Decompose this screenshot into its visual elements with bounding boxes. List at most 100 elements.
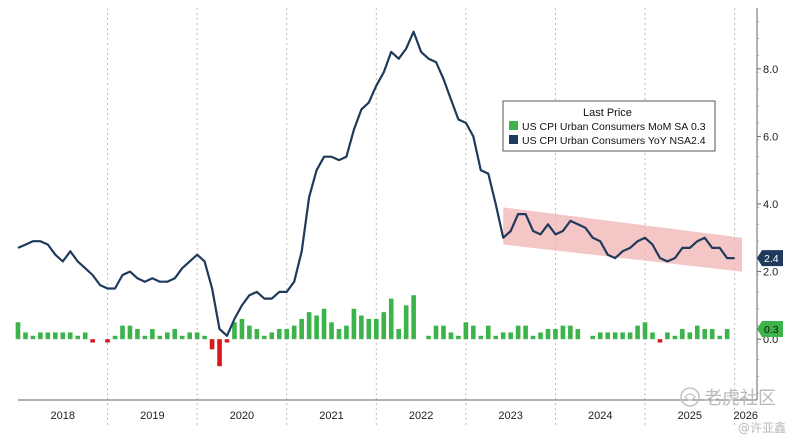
legend-value-mom: 0.3 <box>691 121 706 133</box>
mom-bar <box>15 322 21 340</box>
mom-bar <box>545 329 551 340</box>
last-value-tag-mom <box>757 321 783 338</box>
legend-title: Last Price <box>583 107 632 119</box>
mom-bar <box>687 332 693 340</box>
legend-box <box>502 100 716 152</box>
mom-bar <box>530 335 536 340</box>
mom-bar <box>724 329 730 340</box>
mom-bar <box>388 298 394 340</box>
mom-bar <box>650 332 655 340</box>
y-tick-label: 0.0 <box>763 334 778 346</box>
mom-bar <box>135 329 140 340</box>
mom-bar <box>657 339 663 343</box>
mom-bar <box>269 332 275 340</box>
mom-bar <box>553 329 558 340</box>
mom-bar <box>45 332 51 340</box>
mom-bar <box>396 329 402 340</box>
mom-bar <box>620 332 625 340</box>
watermark-author: @许亚鑫 <box>738 420 786 435</box>
x-tick-label: 2024 <box>588 410 612 422</box>
mom-bar <box>299 318 304 340</box>
mom-bar <box>321 308 327 340</box>
mom-bar <box>142 335 148 340</box>
last-value-tags: 2.4 0.3 <box>757 250 783 338</box>
mom-bar <box>612 332 618 340</box>
tiger-logo-icon <box>680 387 700 407</box>
mom-bar <box>590 335 596 340</box>
mom-bar <box>575 329 581 340</box>
mom-bar <box>463 322 469 340</box>
mom-bar <box>38 332 43 340</box>
mom-bar <box>344 325 349 340</box>
yoy-line <box>17 30 735 337</box>
mom-bar <box>202 335 207 340</box>
last-value-text-mom: 0.3 <box>764 324 779 336</box>
mom-bar <box>680 329 685 340</box>
y-tick-label: 8.0 <box>763 64 778 76</box>
mom-bar <box>187 332 193 340</box>
legend-label-yoy: US CPI Urban Consumers YoY NSA <box>522 135 691 147</box>
mom-bar <box>478 335 484 340</box>
mom-bar <box>150 329 155 340</box>
mom-bar <box>82 332 88 340</box>
mom-bar <box>597 332 603 340</box>
watermark-logo-text: 老虎社区 <box>704 388 776 409</box>
mom-bar <box>515 325 521 340</box>
mom-bar <box>694 325 700 340</box>
mom-bar <box>217 339 222 367</box>
mom-bar <box>105 339 110 343</box>
mom-bar <box>262 335 267 340</box>
mom-bar <box>373 318 379 340</box>
last-value-text-yoy: 2.4 <box>764 253 779 265</box>
y-tick-label: 4.0 <box>763 199 778 211</box>
mom-bar <box>247 325 252 340</box>
last-value-tag-yoy <box>757 250 783 267</box>
mom-bar <box>232 322 237 340</box>
mom-bar <box>75 335 81 340</box>
x-tick-label: 2021 <box>319 410 343 422</box>
mom-bar <box>508 332 513 340</box>
mom-bar <box>254 329 260 340</box>
mom-bar <box>224 339 230 343</box>
mom-bar <box>456 335 461 340</box>
mom-bar <box>717 335 722 340</box>
mom-bar <box>426 335 431 340</box>
mom-bar <box>359 315 364 340</box>
mom-bar <box>485 325 491 340</box>
legend-label-mom: US CPI Urban Consumers MoM SA <box>522 121 688 133</box>
mom-bar <box>403 305 409 340</box>
mom-bar <box>627 332 633 340</box>
mom-bar <box>560 325 566 340</box>
mom-bar <box>291 325 297 340</box>
mom-bar <box>448 332 454 340</box>
mom-bar <box>30 335 36 340</box>
mom-bar <box>702 329 708 340</box>
mom-bar <box>314 315 319 340</box>
mom-bar <box>60 332 66 340</box>
mom-bar <box>605 332 611 340</box>
x-tick-label: 2023 <box>498 410 522 422</box>
mom-bar <box>642 322 648 340</box>
mom-bar <box>635 325 640 340</box>
x-tick-label: 2026 <box>734 410 758 422</box>
x-tick-label: 2020 <box>230 410 254 422</box>
mom-bar <box>381 312 387 340</box>
mom-bar <box>411 295 416 340</box>
legend-swatch-yoy <box>509 135 518 144</box>
mom-bar <box>336 329 342 340</box>
mom-bar <box>351 308 357 340</box>
mom-bar <box>366 318 372 340</box>
highlight-band <box>503 207 743 272</box>
x-tick-label: 2022 <box>409 410 433 422</box>
axes: 2018 2019 2020 2021 2022 2023 2024 2025 2026 0.0 2… <box>18 8 778 422</box>
mom-bar <box>493 335 499 340</box>
mom-bar <box>709 329 715 340</box>
watermark: 老虎社区 @许亚鑫 <box>680 387 786 435</box>
mom-bar <box>172 329 178 340</box>
mom-bar <box>164 332 170 340</box>
mom-bar <box>239 318 245 340</box>
y-tick-label: 6.0 <box>763 131 778 143</box>
mom-bar <box>433 325 439 340</box>
